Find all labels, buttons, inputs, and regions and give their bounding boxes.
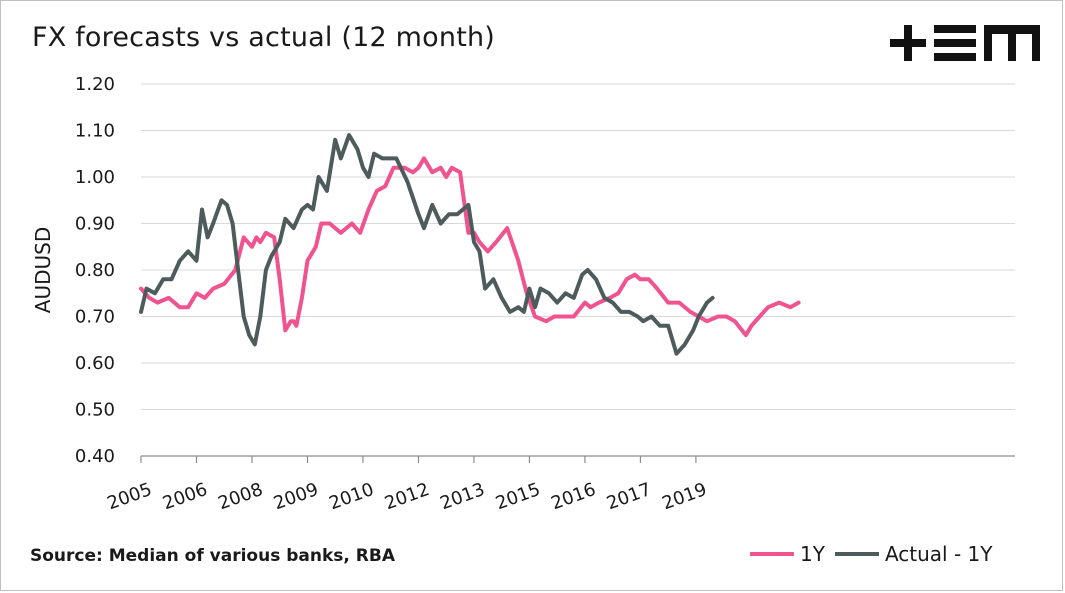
legend-label-actual: Actual - 1Y — [884, 542, 993, 566]
x-tick-label: 2008 — [215, 479, 265, 514]
legend-swatch-1y — [750, 552, 794, 556]
legend: 1Y Actual - 1Y — [750, 539, 992, 569]
x-tick-label: 2010 — [326, 479, 376, 514]
series-line-1y — [139, 156, 801, 338]
y-tick-label: 0.70 — [75, 307, 115, 328]
tem-logo — [890, 25, 1040, 61]
x-tick-label: 2017 — [604, 479, 654, 514]
x-tick-label: 2016 — [548, 479, 598, 514]
y-tick-label: 1.20 — [75, 74, 115, 95]
x-tick-label: 2012 — [382, 479, 432, 514]
legend-swatch-actual — [834, 552, 879, 556]
x-tick-label: 2006 — [160, 479, 210, 514]
y-tick-label: 0.50 — [75, 400, 115, 421]
y-tick-label: 1.10 — [75, 121, 115, 142]
x-tick-label: 2013 — [437, 479, 487, 514]
x-tick-label: 2005 — [104, 479, 154, 514]
y-axis-label: AUDUSD — [31, 227, 55, 313]
source-note: Source: Median of various banks, RBA — [30, 546, 395, 566]
series-line-actual — [139, 133, 715, 356]
y-tick-label: 0.40 — [75, 446, 115, 467]
y-tick-label: 0.80 — [75, 260, 115, 281]
y-tick-label: 0.60 — [75, 353, 115, 374]
legend-item-actual: Actual - 1Y — [834, 542, 993, 566]
legend-label-1y: 1Y — [800, 542, 825, 566]
y-tick-label: 1.00 — [75, 167, 115, 188]
x-tick-label: 2009 — [271, 479, 321, 514]
legend-item-1y: 1Y — [750, 542, 825, 566]
x-tick-label: 2019 — [659, 479, 709, 514]
y-tick-label: 0.90 — [75, 214, 115, 235]
chart-title: FX forecasts vs actual (12 month) — [32, 22, 496, 53]
x-tick-label: 2015 — [493, 479, 543, 514]
